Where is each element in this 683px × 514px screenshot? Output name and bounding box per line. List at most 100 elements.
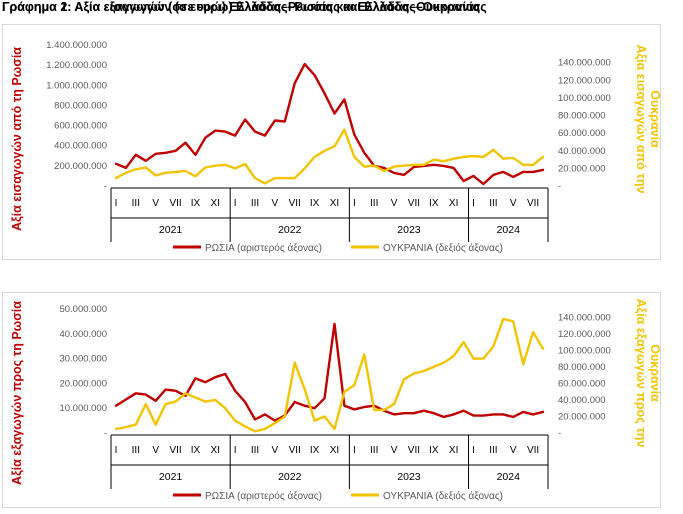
month-label: III xyxy=(370,198,378,209)
year-label: 2022 xyxy=(278,224,302,236)
right-tick-label: 40.000.000 xyxy=(558,146,606,157)
series-line-russia xyxy=(114,62,545,186)
month-label: I xyxy=(353,198,356,209)
right-tick-label: 140.000.000 xyxy=(558,312,611,323)
left-tick-label: 600.000.000 xyxy=(54,121,107,132)
month-label: XI xyxy=(449,198,458,209)
month-label: V xyxy=(272,198,279,209)
right-tick-label: 140.000.000 xyxy=(558,58,611,69)
series-line-russia xyxy=(114,322,545,422)
month-label: IX xyxy=(429,445,439,456)
month-label: III xyxy=(370,445,378,456)
left-tick-label: 50.000.000 xyxy=(59,304,107,315)
month-label: III xyxy=(251,445,259,456)
month-label: III xyxy=(489,445,497,456)
legend-label: ΡΩΣΙΑ (αριστερός άξονας) xyxy=(205,490,322,502)
month-label: I xyxy=(472,445,475,456)
left-tick-label: - xyxy=(104,181,107,192)
year-label: 2023 xyxy=(397,471,421,483)
left-tick-label: 400.000.000 xyxy=(54,141,107,152)
month-label: III xyxy=(132,198,140,209)
left-tick-label: 30.000.000 xyxy=(59,354,107,365)
right-tick-label: 100.000.000 xyxy=(558,345,611,356)
month-label: V xyxy=(391,198,398,209)
chart-2-title: Γράφημα 2: Αξία εξαγωγών (σε ευρώ) Ελλάδ… xyxy=(2,0,481,14)
month-label: I xyxy=(115,445,118,456)
year-label: 2021 xyxy=(159,471,183,483)
right-axis-title-line2: Ουκρανία xyxy=(648,90,662,148)
left-tick-label: 200.000.000 xyxy=(54,161,107,172)
left-tick-label: 20.000.000 xyxy=(59,378,107,389)
left-tick-label: 10.000.000 xyxy=(59,403,107,414)
right-axis-title-line1: Αξία εισαγωγών από την xyxy=(634,45,648,194)
month-label: V xyxy=(510,198,517,209)
month-label: III xyxy=(489,198,497,209)
month-label: I xyxy=(234,198,237,209)
month-label: VII xyxy=(289,198,301,209)
left-tick-label: 800.000.000 xyxy=(54,100,107,111)
month-label: VII xyxy=(169,445,181,456)
month-label: V xyxy=(391,445,398,456)
chart-1-panel: - 200.000.000 400.000.000 600.000.000 800.00… xyxy=(2,24,662,260)
right-tick-label: 20.000.000 xyxy=(558,411,606,422)
chart-2-svg: - 10.000.000 20.000.000 30.000.000 40.000.00… xyxy=(10,299,662,502)
series-line-ukraine xyxy=(114,317,545,433)
left-tick-label: 1.000.000.000 xyxy=(46,80,107,91)
month-label: I xyxy=(234,445,237,456)
month-label: III xyxy=(132,445,140,456)
month-label: XI xyxy=(211,445,220,456)
month-label: V xyxy=(510,445,517,456)
year-label: 2023 xyxy=(397,224,421,236)
left-tick-label: 1.200.000.000 xyxy=(46,60,107,71)
right-tick-label: - xyxy=(558,428,561,439)
month-label: IX xyxy=(191,198,201,209)
right-tick-label: 60.000.000 xyxy=(558,378,606,389)
right-tick-label: 80.000.000 xyxy=(558,362,606,373)
month-label: VII xyxy=(169,198,181,209)
chart-1-title: Γράφημα 1: Αξία εισαγωγών (σε ευρώ) Ελλά… xyxy=(2,0,487,14)
right-tick-label: 20.000.000 xyxy=(558,163,606,174)
year-label: 2021 xyxy=(159,224,183,236)
month-label: I xyxy=(472,198,475,209)
month-label: V xyxy=(152,198,159,209)
right-tick-label: 120.000.000 xyxy=(558,329,611,340)
left-tick-label: 1.400.000.000 xyxy=(46,40,107,51)
month-label: I xyxy=(115,198,118,209)
right-tick-label: 100.000.000 xyxy=(558,93,611,104)
left-tick-label: - xyxy=(104,428,107,439)
month-label: IX xyxy=(191,445,201,456)
legend-label: ΟΥΚΡΑΝΙΑ (δεξιός άξονας) xyxy=(383,242,503,254)
month-label: XI xyxy=(449,445,458,456)
right-tick-label: 80.000.000 xyxy=(558,111,606,122)
month-label: XI xyxy=(211,198,220,209)
month-label: XI xyxy=(330,198,339,209)
month-label: VII xyxy=(408,445,420,456)
right-axis-title-line1: Αξία εξαγωγών προς την xyxy=(634,299,648,448)
left-tick-label: 40.000.000 xyxy=(59,329,107,340)
month-label: IX xyxy=(310,198,320,209)
right-tick-label: - xyxy=(558,181,561,192)
year-label: 2024 xyxy=(497,471,521,483)
right-tick-label: 60.000.000 xyxy=(558,128,606,139)
month-label: IX xyxy=(310,445,320,456)
series-line-ukraine xyxy=(114,128,545,185)
chart-1-svg: - 200.000.000 400.000.000 600.000.000 800.00… xyxy=(10,40,662,254)
year-label: 2024 xyxy=(497,224,521,236)
month-label: V xyxy=(272,445,279,456)
legend-label: ΟΥΚΡΑΝΙΑ (δεξιός άξονας) xyxy=(383,490,503,502)
month-label: VII xyxy=(408,198,420,209)
month-label: III xyxy=(251,198,259,209)
month-label: VII xyxy=(527,445,539,456)
chart-2-panel: - 10.000.000 20.000.000 30.000.000 40.000.00… xyxy=(2,292,662,508)
right-tick-label: 120.000.000 xyxy=(558,75,611,86)
left-axis-title: Αξία εισαγωγών από τη Ρωσία xyxy=(10,47,24,231)
month-label: I xyxy=(353,445,356,456)
month-label: V xyxy=(152,445,159,456)
year-label: 2022 xyxy=(278,471,302,483)
right-tick-label: 40.000.000 xyxy=(558,395,606,406)
right-axis-title-line2: Ουκρανία xyxy=(648,344,662,402)
left-axis-title: Αξία εξαγωγών προς τη Ρωσία xyxy=(10,301,24,485)
month-label: XI xyxy=(330,445,339,456)
month-label: IX xyxy=(429,198,439,209)
month-label: VII xyxy=(289,445,301,456)
